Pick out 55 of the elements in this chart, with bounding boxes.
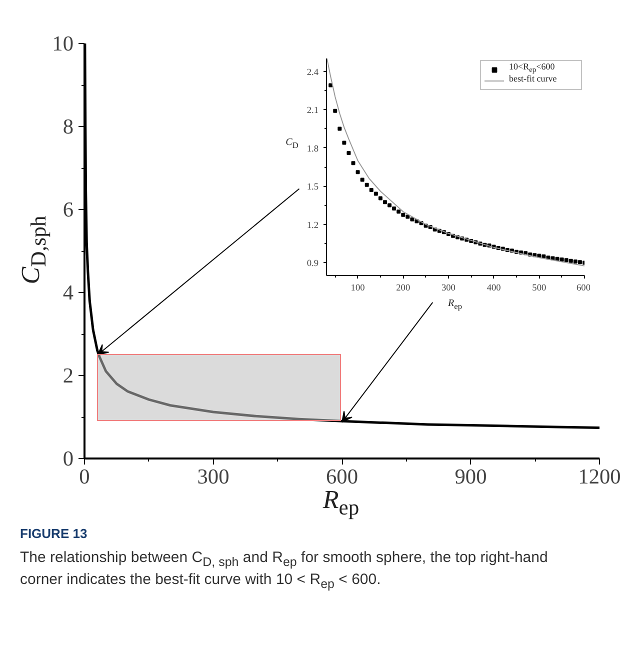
point [342,140,346,145]
line-series [326,58,584,266]
point [346,150,351,155]
y-tick-label: 1.8 [306,144,319,154]
point [537,254,542,258]
x-tick-label: 0 [79,464,90,488]
y-axis-title: C$_{D}$ [286,136,298,150]
caption: FIGURE 13 [20,525,88,543]
y-tick-label: 6 [62,198,74,222]
y-tick-label: 4 [62,280,74,304]
x-tick-label: 500 [532,284,546,294]
point [338,126,342,131]
point [388,203,392,208]
point [374,192,378,196]
point [410,217,414,222]
x-axis-title: R$_{ep}$ [448,298,462,312]
point [560,258,564,262]
x-tick-label: 100 [350,284,366,294]
x-tick-label: 600 [576,284,591,294]
point [578,260,582,264]
point [378,196,382,200]
point [414,219,419,224]
point [382,200,387,204]
point [360,178,364,182]
point [568,258,573,263]
legend-label: best-fit curve [509,74,557,84]
point [573,259,578,264]
y-tick-label: 1.2 [306,220,319,231]
point [396,210,401,214]
point [356,170,360,174]
y-tick-label: 2 [62,364,74,388]
y-tick-label: 0 [62,446,74,470]
point [392,206,396,210]
y-tick-label: 2.4 [306,68,319,78]
x-tick-label: 900 [454,464,487,488]
y-tick-label: 0.9 [306,259,319,270]
text: The relationship between C$_{D, sph}$ and R$_{ep}$ for smooth sphere, the top right-hand corner indicates the best-fit curve with 10 < R$_{ep}$ < 600. [20,548,549,594]
legend-label: 10<R$_{ep}$<600 [509,61,555,74]
point [351,161,356,166]
x-tick-label: 300 [197,464,230,488]
point [401,212,406,217]
x-tick-label: 300 [441,284,456,294]
x-tick-label: 400 [486,284,502,294]
point [369,188,374,192]
x-tick-label: 1200 [578,464,621,488]
point [328,83,333,88]
point [406,214,410,219]
y-tick-label: 1.5 [306,182,319,193]
y-tick-label: 2.1 [306,106,319,116]
x-tick-label: 200 [396,284,410,294]
point [564,258,568,262]
point [333,108,338,113]
point [364,182,369,187]
y-tick-label: 10 [52,32,74,56]
y-tick-label: 8 [62,114,74,138]
